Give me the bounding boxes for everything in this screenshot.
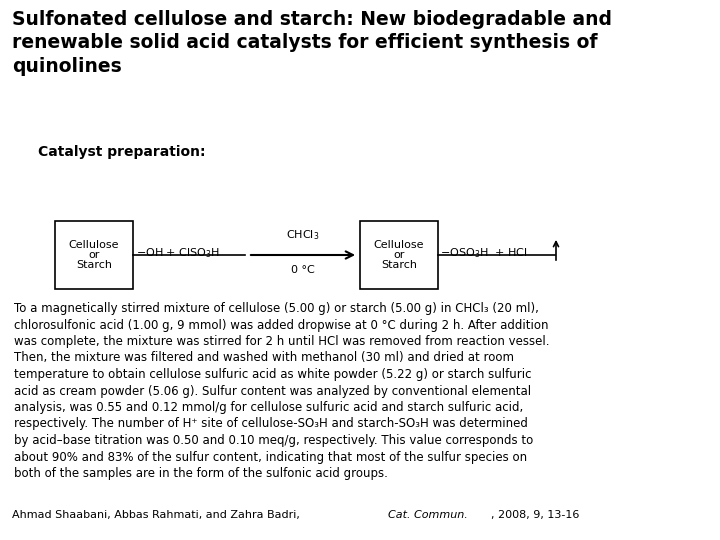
Text: CHCl$_3$: CHCl$_3$ [287,228,320,242]
Bar [360,221,438,289]
Text: Starch: Starch [381,260,417,270]
Text: 0 °C: 0 °C [291,265,315,275]
Text: $-$OH + ClSO$_3$H: $-$OH + ClSO$_3$H [136,246,220,260]
Text: Sulfonated cellulose and starch: New biodegradable and
renewable solid acid cata: Sulfonated cellulose and starch: New bio… [12,10,612,76]
Text: , 2008, 9, 13-16: , 2008, 9, 13-16 [491,510,580,520]
Text: Cat. Commun.: Cat. Commun. [388,510,468,520]
Bar [55,221,133,289]
Text: or: or [393,250,405,260]
Text: Starch: Starch [76,260,112,270]
Text: Cellulose: Cellulose [374,240,424,250]
Text: Ahmad Shaabani, Abbas Rahmati, and Zahra Badri,: Ahmad Shaabani, Abbas Rahmati, and Zahra… [12,510,303,520]
Text: $-$OSO$_3$H  + HCl: $-$OSO$_3$H + HCl [440,246,528,260]
Text: Cellulose: Cellulose [68,240,120,250]
Text: or: or [89,250,99,260]
Text: To a magnetically stirred mixture of cellulose (5.00 g) or starch (5.00 g) in CH: To a magnetically stirred mixture of cel… [14,302,549,480]
Text: Catalyst preparation:: Catalyst preparation: [38,145,205,159]
